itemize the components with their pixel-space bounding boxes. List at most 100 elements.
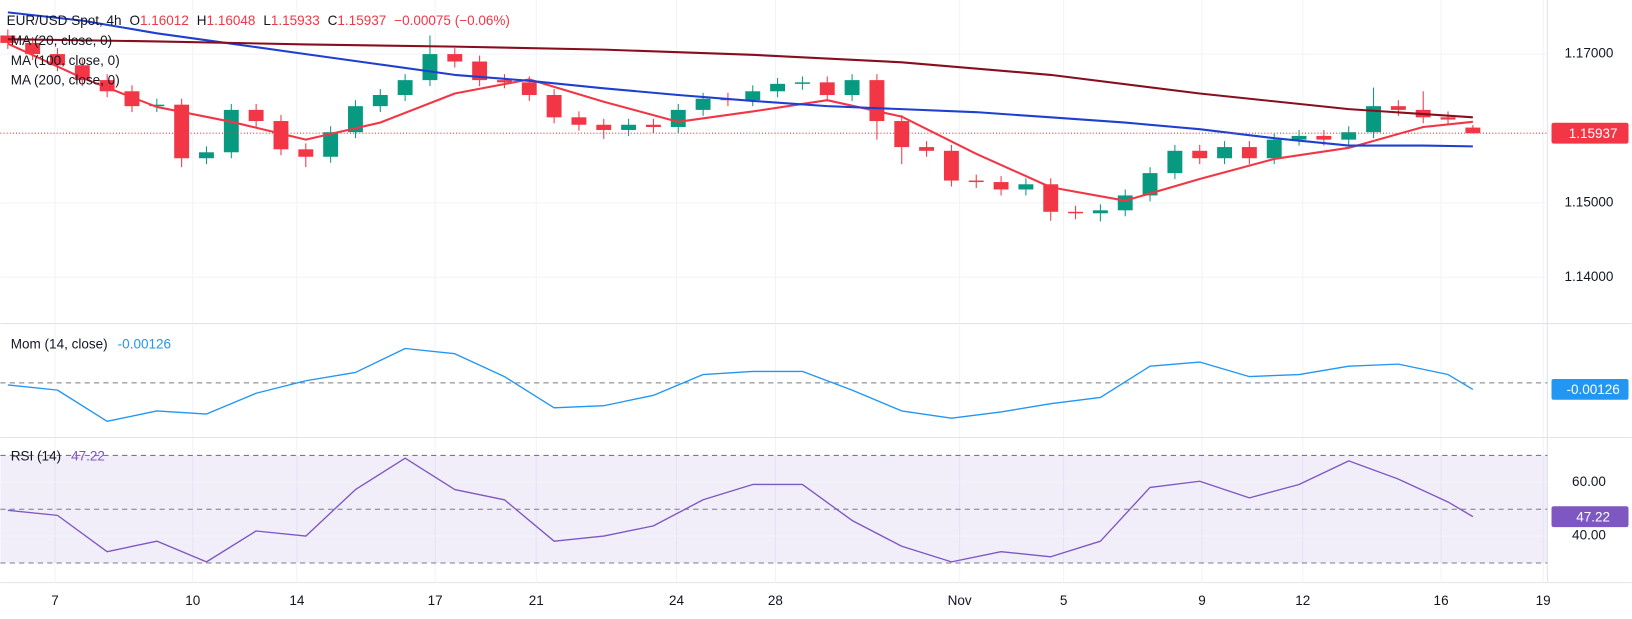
y-tick-label: 1.14000 — [1565, 269, 1614, 284]
x-tick-label: 19 — [1536, 593, 1551, 608]
ohlc-label: C — [328, 12, 338, 27]
last-value-label: 47.22 — [1576, 509, 1610, 524]
candle-body — [968, 180, 984, 183]
x-tick-label: 9 — [1198, 593, 1206, 608]
candle-body — [348, 106, 363, 133]
x-tick-label: 14 — [289, 593, 305, 608]
candle-body — [1316, 135, 1332, 140]
last-value-label: -0.00126 — [1566, 382, 1619, 397]
candle-body — [223, 109, 239, 153]
ohlc-value: 1.16012 — [140, 12, 189, 27]
pane-title: RSI (14) 47.22 — [11, 448, 105, 463]
line — [7, 11, 1473, 148]
ohlc-label: O — [129, 12, 140, 27]
candle-body — [174, 104, 190, 159]
candle-body — [1167, 150, 1183, 174]
candle-body — [1068, 211, 1084, 214]
candle-body — [199, 152, 214, 159]
y-tick-label: 1.17000 — [1565, 46, 1614, 61]
candle-body — [869, 80, 885, 122]
candle-body — [99, 80, 115, 92]
candle-body — [1390, 106, 1406, 110]
ohlc-label: L — [263, 12, 271, 27]
change: −0.00075 (−0.06%) — [394, 12, 510, 27]
x-tick-label: 7 — [51, 593, 59, 608]
line — [7, 457, 1474, 563]
candle-body — [273, 121, 289, 150]
candle-body — [670, 109, 686, 127]
ohlc-value: 1.16048 — [207, 12, 256, 27]
candle-body — [844, 80, 860, 96]
last-price-label-box — [1551, 122, 1629, 144]
candle-body — [645, 124, 661, 127]
chart-header: EUR/USD Spot, 4h O1.16012 H1.16048 L1.15… — [7, 12, 510, 27]
marks-layer — [0, 11, 1548, 563]
candle-body — [943, 150, 959, 181]
y-tick-label: 1.15000 — [1565, 194, 1614, 209]
candle-body — [546, 95, 562, 118]
indicator-value: 47.22 — [71, 448, 105, 463]
candle-body — [447, 54, 463, 62]
candle-body — [1142, 173, 1158, 196]
y-tick-label: 40.00 — [1572, 528, 1606, 543]
candle-body — [149, 104, 165, 107]
x-tick-label: 12 — [1295, 593, 1310, 608]
candle-body — [0, 35, 16, 43]
ohlc-label: H — [197, 12, 207, 27]
candle-body — [1018, 184, 1034, 190]
last-value-label-box — [1551, 378, 1629, 400]
candle-body — [472, 61, 488, 81]
background-layer — [0, 0, 1632, 584]
candle-body — [621, 124, 637, 130]
last-value-label-box — [1551, 506, 1629, 528]
candle-body — [1266, 139, 1282, 159]
candle-body — [25, 42, 41, 55]
candle-body — [695, 98, 711, 110]
candle-body — [1092, 210, 1108, 214]
line — [7, 42, 1473, 202]
indicator-name: RSI (14) — [11, 448, 61, 463]
ohlc-value: 1.15937 — [337, 12, 386, 27]
pane-title: Mom (14, close) -0.00126 — [11, 336, 171, 351]
candle-body — [1341, 132, 1357, 140]
candle-body — [372, 95, 388, 107]
text-layer: EUR/USD Spot, 4h O1.16012 H1.16048 L1.15… — [7, 12, 1620, 608]
candle-body — [993, 182, 1009, 190]
ohlc-value: 1.15933 — [271, 12, 320, 27]
candle-body — [50, 54, 65, 66]
candle-body — [298, 149, 314, 157]
candle-body — [323, 132, 339, 157]
candle-body — [1241, 147, 1257, 159]
candle-body — [1440, 117, 1456, 120]
x-tick-label: Nov — [948, 593, 972, 608]
candle-body — [770, 83, 786, 92]
candle-body — [1291, 135, 1307, 140]
candle-body — [819, 82, 835, 96]
candle-body — [1043, 184, 1059, 212]
x-tick-label: 24 — [669, 593, 685, 608]
line — [7, 38, 1473, 119]
candle-body — [521, 82, 537, 96]
x-tick-label: 10 — [185, 593, 200, 608]
candle-body — [571, 117, 587, 125]
candle-body — [1217, 147, 1233, 159]
candle-body — [1366, 106, 1381, 133]
candle-body — [248, 109, 264, 122]
legend-entry: MA (20, close, 0) — [11, 33, 112, 48]
legend-entry: MA (100, close, 0) — [11, 53, 120, 68]
candle-body — [596, 124, 612, 130]
x-tick-label: 17 — [428, 593, 443, 608]
line — [7, 347, 1474, 423]
legend-entry: MA (200, close, 0) — [11, 73, 120, 88]
candle-body — [1117, 195, 1133, 211]
x-tick-label: 16 — [1434, 593, 1449, 608]
candle-body — [1465, 127, 1481, 134]
symbol: EUR/USD Spot, 4h — [7, 12, 122, 27]
candle-body — [397, 80, 413, 96]
indicator-value: -0.00126 — [118, 336, 171, 351]
last-price-label: 1.15937 — [1569, 126, 1618, 141]
candle-body — [496, 80, 512, 83]
